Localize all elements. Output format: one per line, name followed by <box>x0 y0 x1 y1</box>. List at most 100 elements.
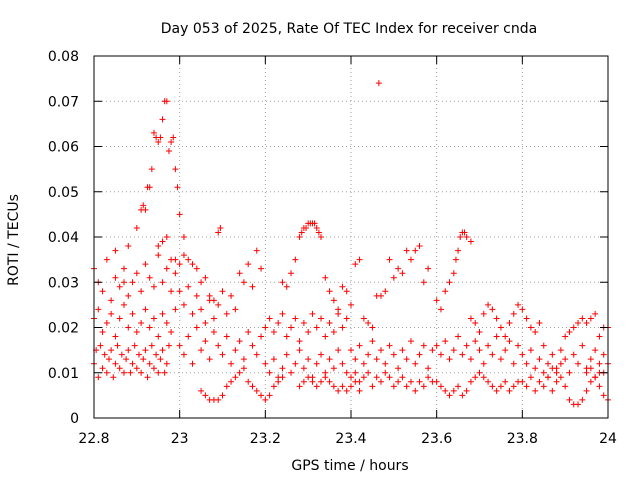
data-point <box>296 383 303 390</box>
data-point <box>493 333 500 340</box>
data-point <box>176 211 183 218</box>
data-point <box>467 315 474 322</box>
data-point <box>155 369 162 376</box>
data-point <box>446 356 453 363</box>
data-points <box>91 80 611 408</box>
data-point <box>523 383 530 390</box>
data-point <box>416 351 423 358</box>
data-point <box>108 297 115 304</box>
data-point <box>553 378 560 385</box>
data-point <box>163 234 170 240</box>
data-point <box>377 292 384 299</box>
y-tick-label: 0.05 <box>48 185 79 201</box>
data-point <box>510 360 517 367</box>
data-point <box>300 378 307 385</box>
data-point <box>407 256 414 263</box>
data-point <box>425 265 432 272</box>
data-point <box>219 351 226 358</box>
data-point <box>360 315 367 322</box>
data-point <box>262 324 269 331</box>
data-point <box>148 342 155 349</box>
data-point <box>352 356 359 363</box>
data-point <box>313 224 320 231</box>
data-point <box>116 283 123 290</box>
data-point <box>153 351 160 358</box>
data-point <box>326 319 333 326</box>
data-point <box>395 265 402 272</box>
data-point <box>532 329 539 336</box>
data-point <box>339 360 346 367</box>
data-point <box>510 383 517 390</box>
data-point <box>270 356 277 363</box>
data-point <box>110 374 117 381</box>
axis-ticks <box>93 55 609 419</box>
data-point <box>360 360 367 367</box>
data-point <box>296 347 303 354</box>
data-point <box>305 329 312 336</box>
data-point <box>463 387 470 394</box>
data-point <box>155 138 162 145</box>
data-point <box>335 387 342 394</box>
data-point <box>416 243 423 250</box>
data-point <box>562 383 569 390</box>
data-point <box>283 333 290 340</box>
data-point <box>433 378 440 385</box>
data-point <box>258 333 265 340</box>
data-point <box>202 392 209 399</box>
data-point <box>198 387 205 394</box>
data-point <box>536 356 543 363</box>
y-tick-label: 0.01 <box>48 366 79 382</box>
grid-lines <box>94 56 608 418</box>
data-point <box>150 365 157 372</box>
data-point <box>545 360 552 367</box>
data-point <box>131 342 138 349</box>
data-point <box>176 288 183 295</box>
data-point <box>112 274 119 281</box>
data-point <box>463 234 470 240</box>
data-point <box>352 369 359 376</box>
data-point <box>515 301 522 308</box>
data-point <box>553 369 560 376</box>
data-point <box>326 288 333 295</box>
data-point <box>570 324 577 331</box>
data-point <box>189 261 196 268</box>
data-point <box>386 342 393 349</box>
y-tick-label: 0.03 <box>48 275 79 291</box>
data-point <box>545 374 552 381</box>
data-point <box>356 378 363 385</box>
data-point <box>249 283 256 290</box>
data-point <box>489 351 496 358</box>
data-point <box>163 98 170 105</box>
data-point <box>326 378 333 385</box>
data-point <box>399 270 406 277</box>
data-point <box>300 319 307 326</box>
data-point <box>395 365 402 372</box>
data-point <box>223 383 230 390</box>
data-point <box>118 351 125 358</box>
data-point <box>416 378 423 385</box>
data-point <box>399 374 406 381</box>
data-point <box>356 387 363 394</box>
x-tick-label: 23.6 <box>421 431 452 447</box>
data-point <box>296 338 303 345</box>
data-point <box>133 270 140 277</box>
data-point <box>288 270 295 277</box>
data-point <box>189 360 196 367</box>
data-point <box>557 374 564 381</box>
data-point <box>403 383 410 390</box>
data-point <box>390 383 397 390</box>
data-point <box>275 319 282 326</box>
data-point <box>240 279 247 286</box>
data-point <box>253 351 260 358</box>
data-point <box>210 315 217 322</box>
data-point <box>600 351 607 358</box>
data-point <box>450 387 457 394</box>
data-point <box>279 365 286 372</box>
data-point <box>159 347 166 354</box>
data-point <box>165 342 172 349</box>
data-point <box>129 360 136 367</box>
data-point <box>437 383 444 390</box>
data-point <box>382 360 389 367</box>
data-point <box>365 351 372 358</box>
data-point <box>318 351 325 358</box>
